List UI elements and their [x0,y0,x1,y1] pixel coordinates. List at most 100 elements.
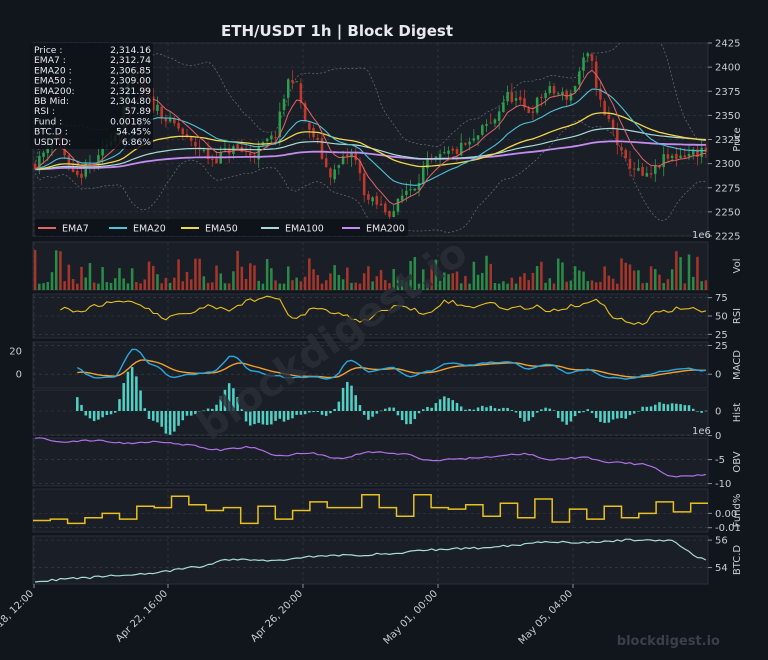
candle-body [324,158,328,167]
hist-bar [122,383,125,411]
readout-label: Fund : [34,116,62,127]
volume-bar [240,266,244,290]
candle-body [510,92,514,102]
panel-macd [32,341,709,389]
hist-bar [202,410,206,412]
btcd-y-axis: 56 54 [708,536,728,574]
candle-body [333,169,336,180]
candle-body [569,93,573,101]
hist-bar [126,371,130,411]
legend-entry: EMA20 [133,224,166,235]
panel-obv [32,437,709,487]
hist-bar [139,390,142,411]
volume-bar [147,261,151,290]
hist-bar [160,411,163,427]
candle-body [249,153,252,156]
btcd-axis-label: BTC.D [732,545,743,576]
hist-tick-label: 0 [715,407,721,418]
macd-left-tick: 0 [16,370,22,381]
hist-bar [236,396,239,411]
candle-body [308,122,311,130]
volume-bar [582,271,585,290]
macd-series [76,348,707,380]
volume-bar [413,257,417,290]
volume-bar [38,283,41,290]
candle-body [561,91,564,95]
volume-bar [662,283,665,290]
candle-body [257,146,260,160]
candle-body [654,165,657,174]
volume-bar [628,264,632,290]
hist-axis-label: Hist [732,403,743,423]
fund-y-axis: 0.00 -0.01 [708,509,741,534]
volume-bar [164,277,168,290]
candle-body [679,155,682,158]
candle-body [611,119,615,129]
hist-bar [156,411,159,423]
candle-body [624,149,627,159]
volume-bar [594,282,598,290]
tick-label: 2300 [715,159,740,170]
candle-body [687,154,691,157]
volume-bar [392,269,395,290]
hist-bar [329,411,332,414]
volume-bar [417,283,421,290]
hist-bar [485,407,488,411]
candle-body [531,111,535,113]
candle-body [607,114,611,120]
candle-body [493,119,497,124]
volume-bar [341,279,345,290]
hist-bar [147,411,151,419]
volume-bar [88,263,92,290]
obv-line [35,437,707,478]
candle-body [662,154,665,168]
volume-bar [493,283,497,290]
volume-bar [396,276,400,290]
volume-bar [198,258,201,290]
candle-body [599,88,602,100]
candle-body [362,173,366,196]
hist-bar [244,411,248,422]
hist-bar [227,383,231,411]
volume-bar [156,274,159,290]
candle-body [405,190,408,196]
volume-bar [620,258,623,290]
macd-left-tick: 20 [9,347,22,358]
volume-bar [316,275,320,290]
readout-value: 2,314.16 [110,45,151,56]
candle-body [691,149,695,155]
legend-entry: EMA100 [285,224,324,235]
hist-bar [278,411,282,419]
volume-bar [670,269,674,290]
volume-bar [50,272,54,290]
volume-bar [354,282,357,290]
hist-bar [548,408,552,411]
tick-label: 50 [715,312,728,323]
candle-body [421,167,425,184]
tick-label: 2275 [715,183,740,194]
volume-bar [666,279,670,290]
hist-bar [173,411,176,432]
volume-bar [265,259,269,290]
volume-bar [63,281,66,290]
candle-body [46,147,50,154]
chart-title: ETH/USDT 1h | Block Digest [221,22,453,41]
volume-bar [312,269,315,290]
readout-label: EMA50 : [34,76,72,87]
candle-body [700,147,703,158]
volume-bar [455,271,459,290]
macd-line [76,348,707,380]
hist-bar [354,395,357,411]
volume-bar [253,265,256,290]
hist-bar [189,411,193,416]
volume-bar [215,265,218,290]
candle-body [645,173,649,177]
hist-bar [443,396,446,411]
volume-exponent: 1e6 [692,230,711,241]
hist-bar [675,403,678,411]
volume-bar [97,283,100,290]
hist-bar [265,411,269,425]
volume-bar [421,269,425,290]
hist-bar [578,411,581,414]
volume-bar [211,282,214,290]
